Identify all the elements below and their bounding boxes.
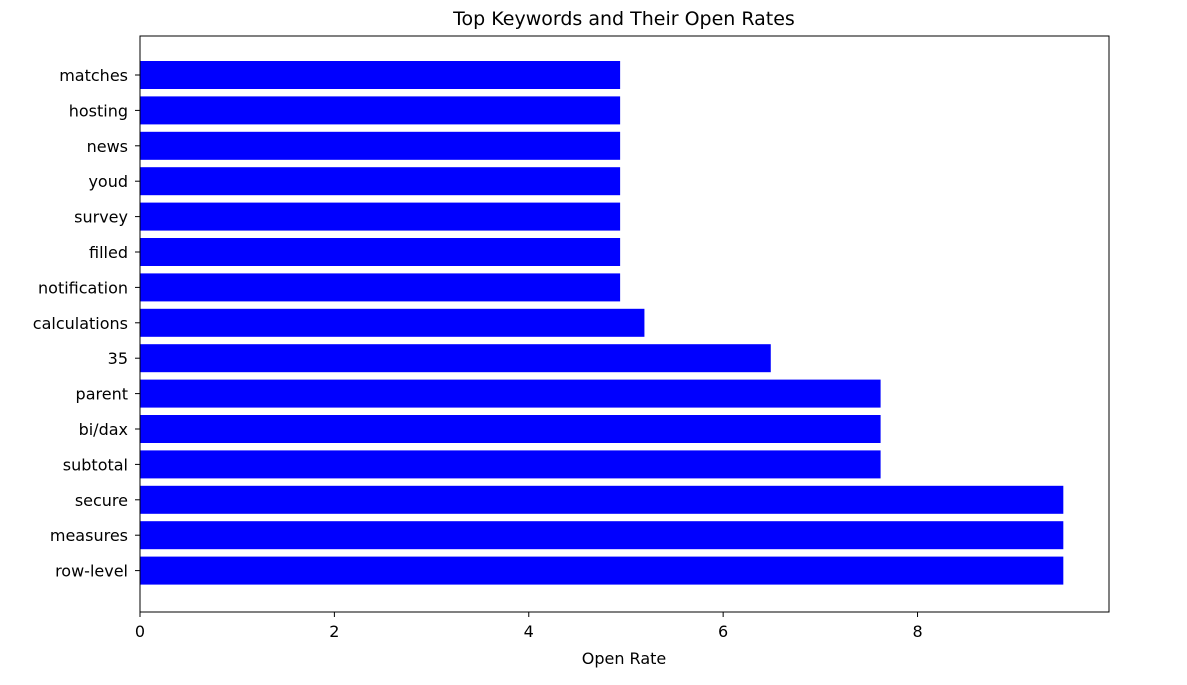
bars-layer (140, 61, 1064, 585)
bar-news (140, 131, 621, 160)
y-tick-label: news (87, 137, 128, 156)
x-tick-label: 8 (912, 622, 922, 641)
bar-filled (140, 238, 621, 266)
bar-parent (140, 379, 881, 408)
bar-row-level (140, 556, 1064, 585)
bar-survey (140, 202, 621, 231)
y-tick-label: matches (59, 66, 128, 85)
bar-bi-dax (140, 415, 881, 443)
bar-secure (140, 485, 1064, 514)
y-tick-label: parent (76, 385, 128, 404)
x-axis-ticks: 0 2 4 6 8 (135, 612, 923, 641)
y-tick-label: hosting (69, 101, 128, 120)
x-axis-title: Open Rate (582, 649, 667, 668)
y-tick-label: filled (89, 243, 128, 262)
bar-matches (140, 61, 621, 89)
x-tick-label: 6 (718, 622, 728, 641)
bar-35 (140, 344, 771, 373)
chart-title: Top Keywords and Their Open Rates (452, 8, 795, 30)
bar-notification (140, 273, 621, 302)
y-tick-label: calculations (33, 314, 128, 333)
y-tick-label: youd (88, 172, 128, 191)
x-tick-label: 4 (524, 622, 534, 641)
y-axis-ticks: matches hosting news youd survey filled notifi… (33, 66, 140, 581)
y-tick-label: bi/dax (79, 420, 128, 439)
bar-hosting (140, 96, 621, 125)
bar-subtotal (140, 450, 881, 479)
bar-youd (140, 167, 621, 196)
y-tick-label: measures (50, 526, 128, 545)
y-tick-label: secure (75, 491, 128, 510)
y-tick-label: notification (38, 278, 128, 297)
y-tick-label: subtotal (63, 455, 128, 474)
plot-frame (139, 35, 1110, 613)
x-tick-label: 0 (135, 622, 145, 641)
y-tick-label: row-level (55, 562, 128, 581)
y-tick-label: 35 (108, 349, 128, 368)
bar-measures (140, 521, 1064, 550)
x-tick-label: 2 (329, 622, 339, 641)
bar-calculations (140, 308, 645, 337)
y-tick-label: survey (74, 208, 128, 227)
